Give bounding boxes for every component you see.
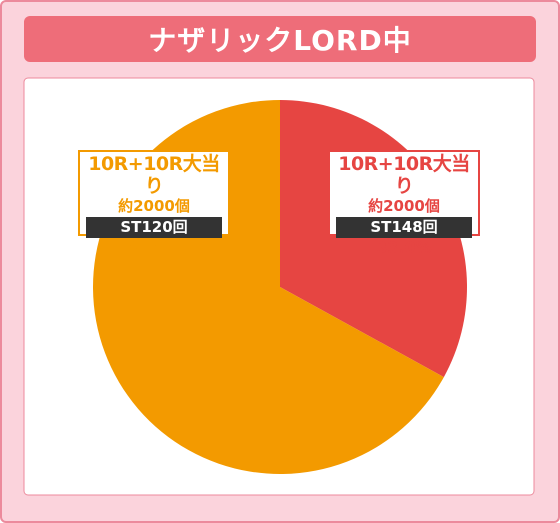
slice-name: 10R+10R大当り [88,153,220,197]
slice-label-st120: 10R+10R大当り 約2000個 ST120回 67.0% [78,150,230,257]
slice-percent: 33.0% [376,238,432,257]
slice-label-st148: 10R+10R大当り 約2000個 ST148回 33.0% [328,150,480,257]
slice-st-count: ST148回 [336,217,472,238]
slice-payout: 約2000個 [118,197,190,215]
slice-st-count: ST120回 [86,217,222,238]
slice-payout: 約2000個 [368,197,440,215]
slice-name: 10R+10R大当り [338,153,470,197]
slice-percent: 67.0% [126,238,182,257]
chart-title: ナザリックLORD中 [24,16,536,62]
